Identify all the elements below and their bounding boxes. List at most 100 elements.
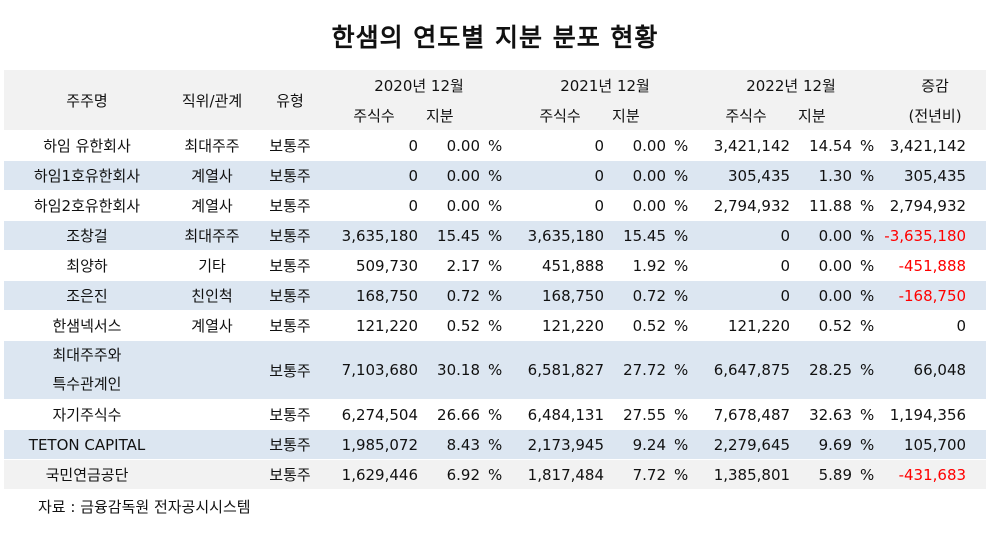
table-row: 국민연금공단 보통주 1,629,446 6.92% 1,817,484 7.72% 1,3… [4,459,987,489]
stake-2022-cell: 0.00 [794,220,857,251]
percent-sign: % [670,250,699,281]
type-cell: 보통주 [254,250,326,281]
percent-sign: % [670,160,699,191]
percent-sign: % [670,130,699,161]
shares-2021-cell: 451,888 [512,250,609,281]
stake-2021-cell: 7.72 [608,459,671,489]
stake-2022-cell: 14.54 [794,130,857,161]
change-cell: -431,683 [884,459,987,489]
header-stake-2022: 지분 [794,100,885,131]
type-cell: 보통주 [254,340,326,400]
table-row: 최양하 기타 보통주 509,730 2.17% 451,888 1.92% 0 0.00% -4… [4,250,987,281]
shares-2020-cell: 121,220 [326,310,422,341]
shares-2020-cell: 0 [326,160,422,191]
relation-cell: 계열사 [170,310,254,341]
header-stake-2021: 지분 [608,100,699,131]
change-cell: 66,048 [884,340,987,400]
shares-2020-cell: 1,985,072 [326,429,422,460]
stake-2021-cell: 27.55 [608,399,671,430]
table-row: 조창걸 최대주주 보통주 3,635,180 15.45% 3,635,180 15.45%… [4,220,987,251]
stake-2020-cell: 8.43 [422,429,484,460]
holder-cell: 최양하 [4,250,170,281]
percent-sign: % [670,399,699,430]
header-change-sub: (전년비) [884,100,987,131]
shares-2020-cell: 6,274,504 [326,399,422,430]
stake-2021-cell: 9.24 [608,429,671,460]
percent-sign: % [856,429,885,460]
holder-cell: 조창걸 [4,220,170,251]
table-row: 조은진 친인척 보통주 168,750 0.72% 168,750 0.72% 0 0.00% -… [4,280,987,311]
type-cell: 보통주 [254,280,326,311]
percent-sign: % [670,280,699,311]
type-cell: 보통주 [254,160,326,191]
stake-2020-cell: 0.00 [422,190,484,221]
stake-2021-cell: 0.00 [608,130,671,161]
type-cell: 보통주 [254,220,326,251]
stake-2020-cell: 0.00 [422,160,484,191]
shares-2021-cell: 168,750 [512,280,609,311]
percent-sign: % [670,310,699,341]
holder-cell: TETON CAPITAL [4,429,170,460]
relation-cell: 계열사 [170,190,254,221]
holder-cell: 하임 유한회사 [4,130,170,161]
stake-2020-cell: 0.52 [422,310,484,341]
shares-2021-cell: 0 [512,160,609,191]
header-change: 증감 [884,70,987,100]
page-title: 한샘의 연도별 지분 분포 현황 [331,23,659,52]
stake-2020-cell: 30.18 [422,340,484,400]
shares-2020-cell: 0 [326,130,422,161]
stake-2020-cell: 6.92 [422,459,484,489]
shares-2022-cell: 3,421,142 [698,130,795,161]
percent-sign: % [484,190,513,221]
header-relation: 직위/관계 [170,70,254,131]
relation-cell: 기타 [170,250,254,281]
shares-2020-cell: 0 [326,190,422,221]
stake-2021-cell: 27.72 [608,340,671,400]
table-row: 하임 유한회사 최대주주 보통주 0 0.00% 0 0.00% 3,421,142 14.54… [4,130,987,161]
relation-cell [170,429,254,460]
holder-cell: 하임2호유한회사 [4,190,170,221]
percent-sign: % [484,399,513,430]
stake-2022-cell: 11.88 [794,190,857,221]
holder-cell: 조은진 [4,280,170,311]
stake-2022-cell: 0.00 [794,250,857,281]
percent-sign: % [484,280,513,311]
header-year-2020: 2020년 12월 [326,70,513,100]
header-shares-2021: 주식수 [512,100,609,131]
header-shares-2022: 주식수 [698,100,795,131]
shareholding-table: 주주명 직위/관계 유형 2020년 12월 2021년 12월 2022년 1… [4,70,987,489]
percent-sign: % [856,399,885,430]
relation-cell: 친인척 [170,280,254,311]
relation-cell: 최대주주 [170,220,254,251]
percent-sign: % [856,190,885,221]
percent-sign: % [670,429,699,460]
shares-2021-cell: 2,173,945 [512,429,609,460]
percent-sign: % [856,130,885,161]
change-cell: 1,194,356 [884,399,987,430]
stake-2021-cell: 1.92 [608,250,671,281]
header-year-2022: 2022년 12월 [698,70,885,100]
shares-2022-cell: 305,435 [698,160,795,191]
relation-cell: 계열사 [170,160,254,191]
relation-cell [170,459,254,489]
stake-2022-cell: 32.63 [794,399,857,430]
stake-2021-cell: 0.00 [608,160,671,191]
percent-sign: % [484,310,513,341]
percent-sign: % [670,459,699,489]
shares-2021-cell: 121,220 [512,310,609,341]
change-cell: -451,888 [884,250,987,281]
percent-sign: % [670,220,699,251]
change-cell: 305,435 [884,160,987,191]
stake-2022-cell: 1.30 [794,160,857,191]
shares-2020-cell: 168,750 [326,280,422,311]
percent-sign: % [856,250,885,281]
percent-sign: % [484,160,513,191]
percent-sign: % [484,130,513,161]
holder-line-2: 특수관계인 [52,375,122,393]
relation-cell: 최대주주 [170,130,254,161]
shares-2022-cell: 6,647,875 [698,340,795,400]
shares-2020-cell: 1,629,446 [326,459,422,489]
stake-2022-cell: 9.69 [794,429,857,460]
header-row-bottom: 주식수 지분 주식수 지분 주식수 지분 (전년비) [4,100,987,131]
